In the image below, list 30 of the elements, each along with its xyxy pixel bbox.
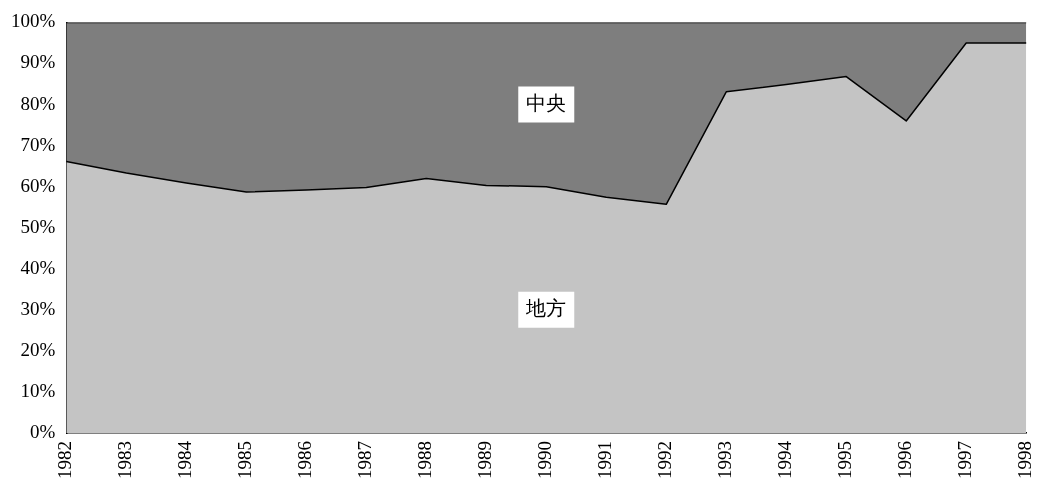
x-tick-label: 1998 [1014,441,1036,479]
series-label: 中央 [526,90,567,115]
y-tick-label: 40% [20,256,56,278]
x-tick-label: 1989 [474,441,496,479]
x-tick-label: 1994 [774,440,796,479]
y-tick-label: 70% [20,133,56,155]
x-tick-label: 1983 [114,441,136,479]
x-tick-label: 1985 [234,441,256,479]
x-tick-label: 1986 [294,441,316,479]
y-tick-label: 20% [20,338,56,360]
y-tick-label: 30% [20,297,56,319]
x-tick-label: 1982 [54,441,76,479]
x-tick-label: 1988 [414,441,436,479]
y-tick-label: 80% [20,92,56,114]
x-tick-label: 1996 [894,441,916,479]
x-tick-label: 1987 [354,441,376,479]
x-tick-label: 1984 [174,440,196,479]
y-tick-label: 60% [20,174,56,196]
x-tick-label: 1993 [714,441,736,479]
x-tick-label: 1995 [834,441,856,479]
series-label: 地方 [525,296,567,321]
x-tick-label: 1990 [534,441,556,479]
x-tick-label: 1992 [654,441,676,479]
x-tick-label: 1997 [954,441,976,479]
y-tick-label: 100% [11,10,56,32]
y-tick-label: 90% [20,51,56,73]
y-tick-label: 50% [20,215,56,237]
y-tick-label: 10% [20,379,56,401]
x-tick-label: 1991 [594,441,616,479]
y-tick-label: 0% [30,420,56,442]
